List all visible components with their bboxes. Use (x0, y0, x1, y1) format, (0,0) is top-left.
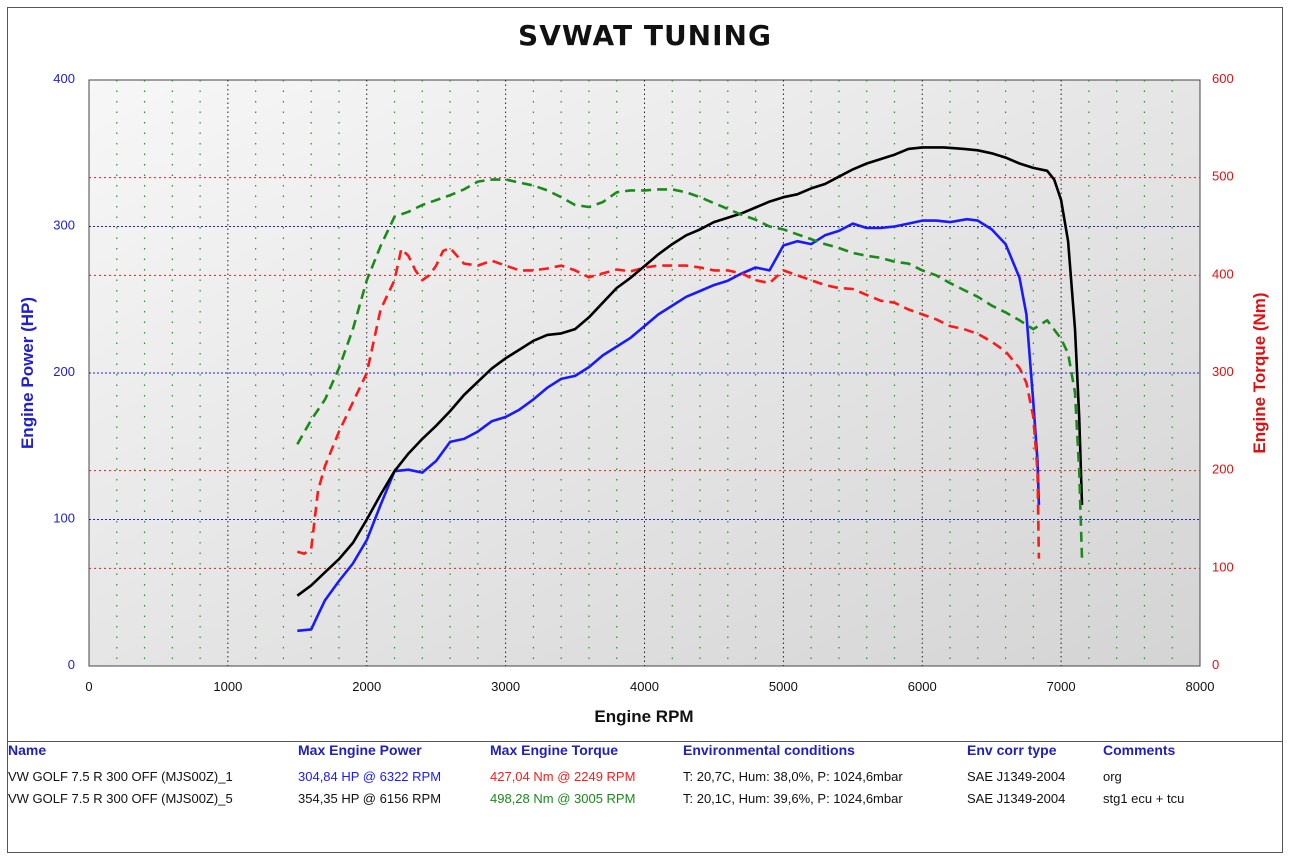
tick-labels: 0 1000 2000 3000 4000 5000 6000 7000 80000100200… (53, 71, 1233, 694)
series-line-4-torque (296, 178, 1084, 559)
series-layer (296, 146, 1084, 633)
legend-cell-name: VW GOLF 7.5 R 300 OFF (MJS00Z)_5 (8, 791, 233, 806)
header-max-power: Max Engine Power (298, 742, 422, 758)
header-comments: Comments (1103, 742, 1176, 758)
legend-cell-torque: 498,28 Nm @ 3005 RPM (490, 791, 636, 806)
legend-cell-corr: SAE J1349-2004 (967, 769, 1066, 784)
header-env: Environmental conditions (683, 742, 855, 758)
left-tick-label: 0 (68, 657, 75, 672)
results-table: Name Max Engine Power Max Engine Torque … (8, 741, 1282, 806)
legend-cell-name: VW GOLF 7.5 R 300 OFF (MJS00Z)_1 (8, 769, 233, 784)
series-line-3-power (296, 146, 1084, 597)
legend-cell-torque: 427,04 Nm @ 2249 RPM (490, 769, 636, 784)
chart-title: SVWAT TUNING (518, 19, 772, 52)
left-tick-label: 400 (53, 71, 75, 86)
x-tick-label: 7000 (1047, 679, 1076, 694)
legend-cell-power: 354,35 HP @ 6156 RPM (298, 791, 442, 806)
header-corr: Env corr type (967, 742, 1057, 758)
x-tick-label: 5000 (769, 679, 798, 694)
legend-cell-corr: SAE J1349-2004 (967, 791, 1066, 806)
header-max-torque: Max Engine Torque (490, 742, 619, 758)
legend-cell-env: T: 20,1C, Hum: 39,6%, P: 1024,6mbar (683, 791, 903, 806)
legend-cell-power: 304,84 HP @ 6322 RPM (298, 769, 442, 784)
x-tick-label: 3000 (491, 679, 520, 694)
right-tick-label: 100 (1212, 559, 1234, 574)
x-tick-label: 8000 (1186, 679, 1215, 694)
header-name: Name (8, 742, 47, 758)
right-tick-label: 300 (1212, 364, 1234, 379)
left-tick-label: 100 (53, 511, 75, 526)
legend-cell-env: T: 20,7C, Hum: 38,0%, P: 1024,6mbar (683, 769, 903, 784)
left-axis-label: Engine Power (HP) (18, 297, 37, 449)
right-tick-label: 500 (1212, 169, 1234, 184)
legend-cell-comments: org (1103, 769, 1122, 784)
legend-cell-comments: stg1 ecu + tcu (1103, 791, 1185, 806)
x-tick-label: 1000 (213, 679, 242, 694)
x-tick-label: 0 (85, 679, 92, 694)
right-tick-label: 600 (1212, 71, 1234, 86)
x-tick-label: 2000 (352, 679, 381, 694)
left-tick-label: 300 (53, 218, 75, 233)
right-axis-label: Engine Torque (Nm) (1250, 292, 1269, 453)
right-tick-label: 200 (1212, 462, 1234, 477)
dyno-chart: SVWAT TUNING 0 1000 2000 3000 4000 5000 6000 70… (18, 19, 1269, 726)
series-line-2-torque (296, 246, 1041, 559)
x-tick-label: 4000 (630, 679, 659, 694)
x-axis-label: Engine RPM (594, 707, 693, 726)
series-line-1-power (297, 217, 1041, 633)
x-tick-label: 6000 (908, 679, 937, 694)
right-tick-label: 400 (1212, 266, 1234, 281)
right-tick-label: 0 (1212, 657, 1219, 672)
left-tick-label: 200 (53, 364, 75, 379)
chart-frame (7, 7, 1283, 853)
